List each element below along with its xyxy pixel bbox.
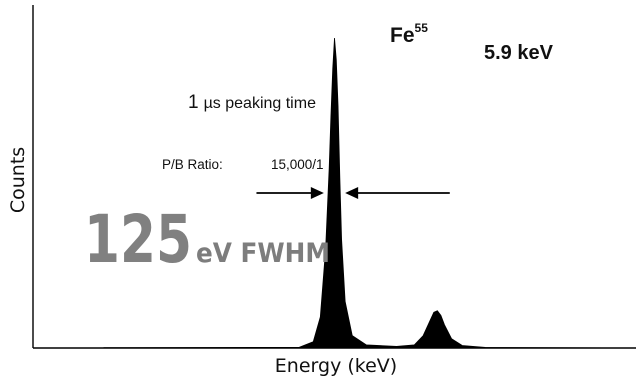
fwhm-unit: eV FWHM xyxy=(196,238,330,269)
peak-isotope: 55 xyxy=(415,21,429,35)
fwhm-arrow-left-head xyxy=(310,187,324,199)
spectrum-series xyxy=(103,37,637,349)
fwhm-arrow-right-head xyxy=(345,187,359,199)
peaking-time-label: 1 µs peaking time xyxy=(188,92,316,113)
peaking-time-value: 1 xyxy=(188,92,199,113)
peaking-time-text: µs peaking time xyxy=(204,95,316,112)
peak-label: Fe55 xyxy=(390,21,428,47)
peak-element: Fe xyxy=(390,24,415,47)
fwhm-arrows xyxy=(256,187,450,199)
peak-energy-label: 5.9 keV xyxy=(484,42,554,64)
fwhm-value: 125 xyxy=(84,201,192,278)
pb-ratio-label: P/B Ratio: xyxy=(162,157,223,172)
x-axis-label: Energy (keV) xyxy=(275,355,397,377)
pb-ratio-value: 15,000/1 xyxy=(271,157,324,172)
y-axis-label: Counts xyxy=(7,147,29,213)
